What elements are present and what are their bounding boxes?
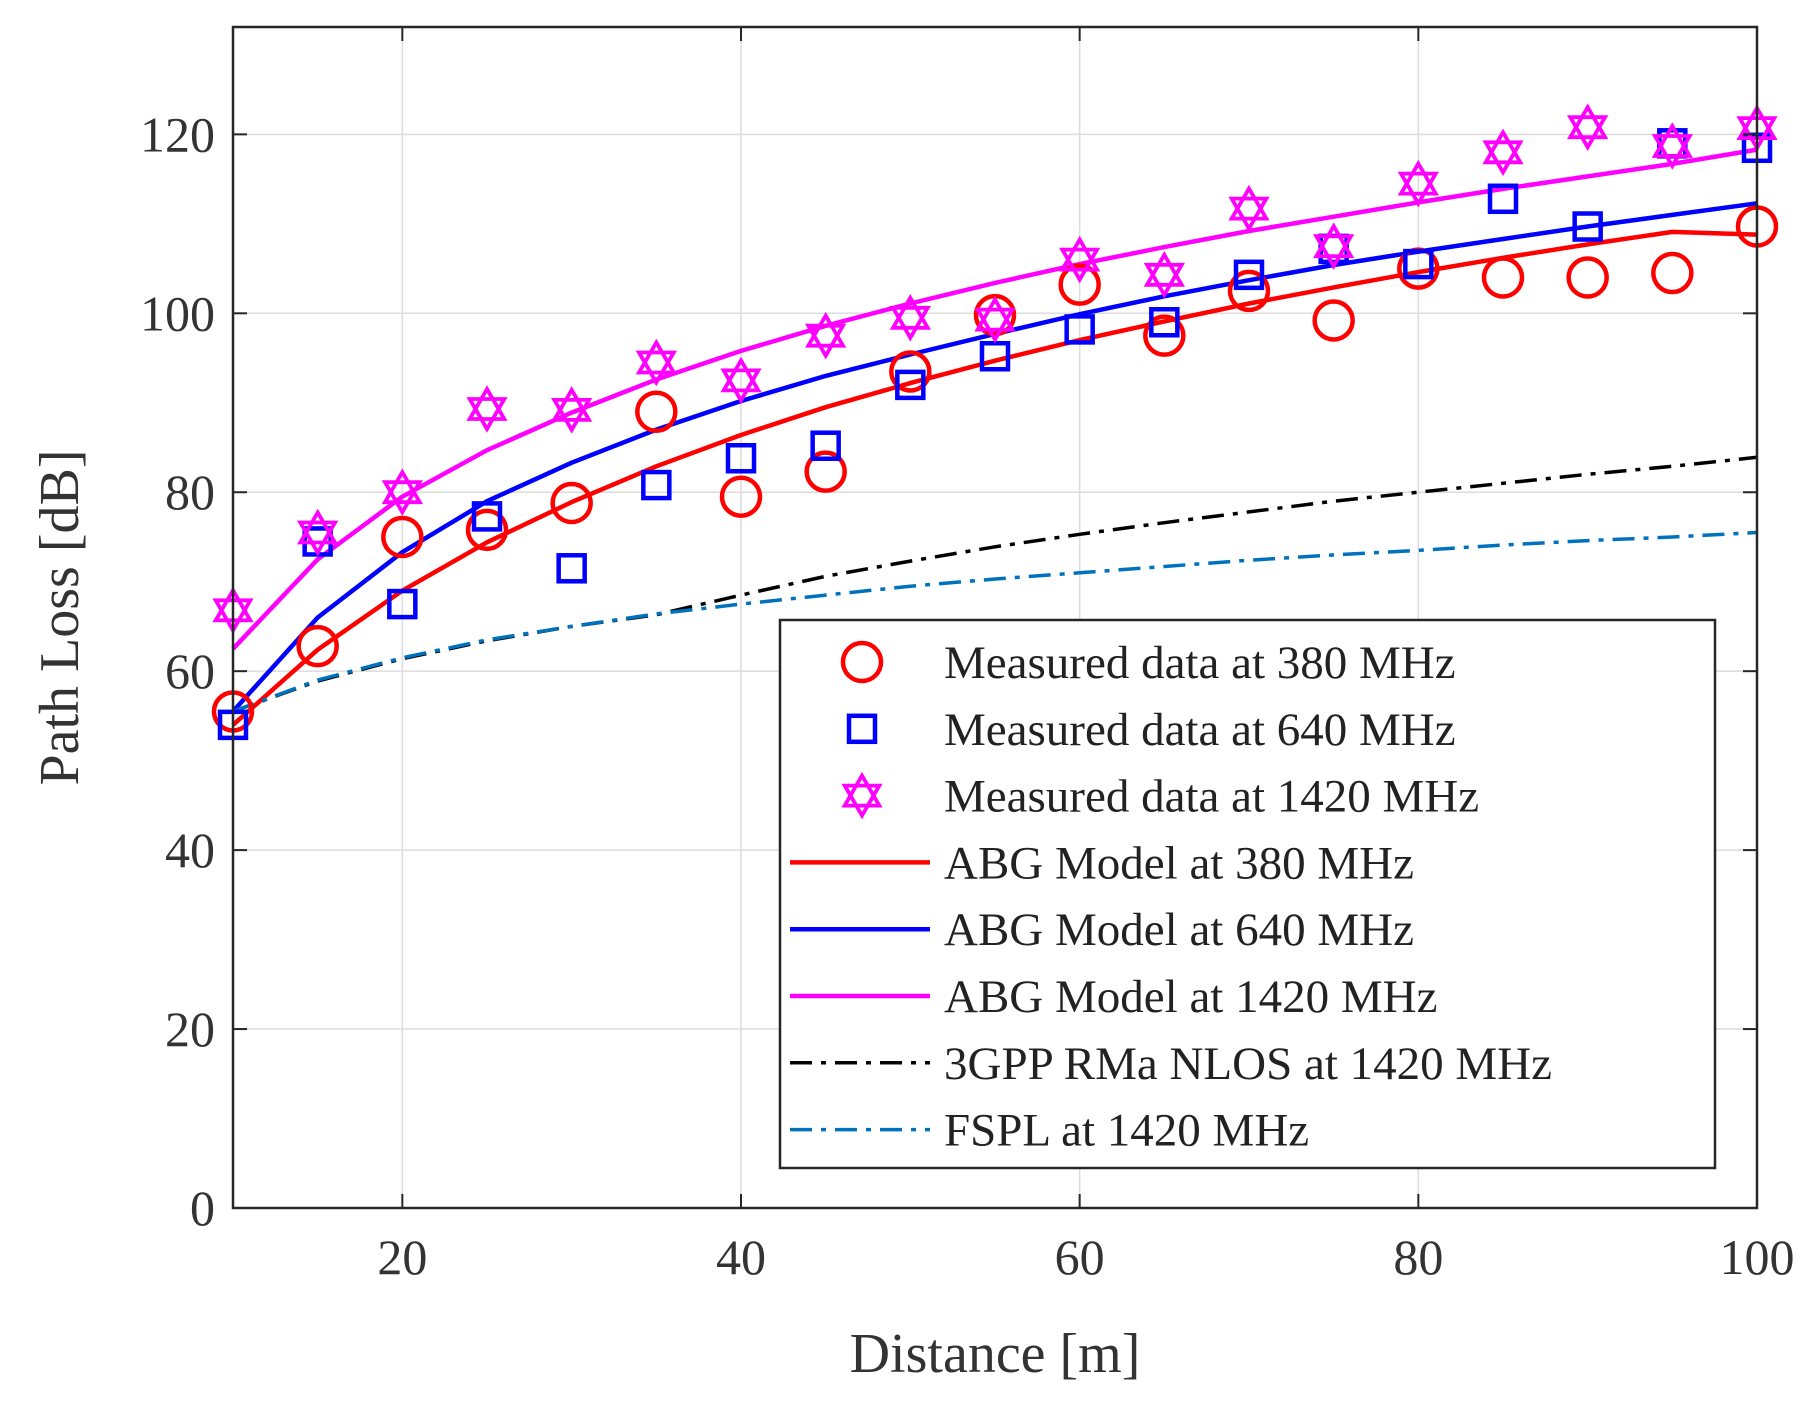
data-point-hexagram [974, 295, 1016, 344]
legend-item: Measured data at 1420 MHz [841, 771, 1479, 823]
series-line-fspl-at-1420-mhz [232, 530, 1758, 714]
x-tick-label: 80 [1393, 1229, 1443, 1285]
legend-label: FSPL at 1420 MHz [944, 1105, 1309, 1157]
data-point-hexagram [1482, 128, 1524, 177]
data-point-hexagram [1651, 122, 1693, 170]
legend-item: ABG Model at 1420 MHz [790, 971, 1437, 1023]
data-point-circle [1058, 263, 1101, 306]
x-axis-label: Distance [m] [850, 1323, 1141, 1385]
data-point-hexagram [1313, 222, 1355, 270]
data-point-square [1487, 183, 1519, 215]
legend-item: ABG Model at 380 MHz [790, 837, 1414, 889]
data-point-hexagram [720, 356, 762, 405]
data-point-hexagram [1228, 184, 1270, 233]
data-point-circle [1227, 269, 1271, 313]
axis-ticks: 20 40 60 80 100 0 20 40 60 80 100 120 [140, 27, 1795, 1285]
data-point-circle [381, 515, 424, 559]
plot-series [211, 103, 1779, 741]
legend-item: Measured data at 380 MHz [840, 637, 1456, 689]
data-point-square [1233, 259, 1265, 291]
data-point-circle [889, 350, 932, 393]
data-point-square [556, 553, 587, 584]
legend-item: FSPL at 1420 MHz [790, 1105, 1309, 1157]
series-line-abg-model-at-1420-mhz [231, 147, 1758, 651]
data-point-hexagram [297, 508, 339, 557]
y-tick-label: 80 [165, 464, 215, 520]
legend-marker-circle [840, 640, 884, 684]
legend-box [778, 618, 1717, 1170]
data-point-hexagram [805, 311, 847, 360]
y-tick-label: 40 [165, 822, 215, 878]
data-point-square [725, 442, 757, 474]
data-point-circle [550, 481, 593, 525]
data-point-square [471, 501, 503, 532]
x-tick-label: 40 [716, 1229, 766, 1285]
y-tick-label: 60 [165, 643, 215, 699]
series-line-3gpp-rma-nlos-at-1420-mhz [232, 455, 1758, 714]
legend-label: Measured data at 1420 MHz [944, 771, 1479, 823]
data-point-square [387, 588, 418, 620]
y-tick-label: 0 [190, 1180, 215, 1236]
data-point-circle [1481, 256, 1525, 299]
plot-frame [231, 25, 1759, 1210]
data-point-square [895, 369, 926, 401]
legend-label: ABG Model at 380 MHz [944, 837, 1414, 889]
data-point-hexagram [551, 386, 593, 434]
legend-label: Measured data at 640 MHz [944, 704, 1456, 756]
data-point-circle [296, 624, 339, 668]
data-point-circle [1651, 251, 1694, 295]
data-point-hexagram [1059, 235, 1101, 284]
data-point-hexagram [466, 385, 508, 433]
data-point-hexagram [381, 468, 423, 516]
data-point-hexagram [1567, 103, 1609, 151]
legend-marker-square [846, 713, 878, 745]
x-tick-label: 100 [1720, 1229, 1795, 1285]
y-tick-label: 20 [165, 1001, 215, 1057]
legend-label: Measured data at 380 MHz [944, 637, 1456, 689]
data-point-hexagram [1397, 159, 1439, 208]
legend-item: 3GPP RMa NLOS at 1420 MHz [790, 1038, 1552, 1090]
legend-label: 3GPP RMa NLOS at 1420 MHz [944, 1038, 1552, 1090]
data-point-circle [465, 508, 509, 552]
data-point-circle [719, 475, 763, 518]
data-point-square [1572, 211, 1603, 242]
legend-label: ABG Model at 1420 MHz [944, 971, 1437, 1023]
legend-item: Measured data at 640 MHz [846, 704, 1456, 756]
data-point-hexagram [635, 338, 677, 387]
data-point-circle [635, 390, 678, 433]
y-axis-label: Path Loss [dB] [29, 450, 91, 786]
legend-item: ABG Model at 640 MHz [790, 904, 1414, 956]
grid-lines [233, 27, 1758, 1209]
x-tick-label: 20 [377, 1229, 427, 1285]
data-point-hexagram [889, 294, 931, 342]
data-point-square [1403, 248, 1434, 280]
data-point-circle [1566, 256, 1609, 299]
data-point-hexagram [1143, 251, 1185, 299]
data-point-square [1064, 314, 1095, 345]
y-tick-label: 120 [140, 106, 215, 162]
data-point-circle [1312, 299, 1355, 342]
x-tick-label: 60 [1055, 1229, 1105, 1285]
data-point-square [641, 469, 672, 501]
data-point-square [810, 430, 841, 461]
data-point-square [1149, 307, 1180, 338]
legend: Measured data at 380 MHz Measured data at… [778, 618, 1717, 1170]
y-tick-label: 100 [140, 285, 215, 341]
legend-label: ABG Model at 640 MHz [944, 904, 1414, 956]
data-point-circle [804, 450, 847, 493]
data-point-circle [1143, 314, 1186, 357]
series-measured-data-at-380-mhz [211, 205, 1779, 733]
legend-marker-hexagram [841, 771, 883, 820]
